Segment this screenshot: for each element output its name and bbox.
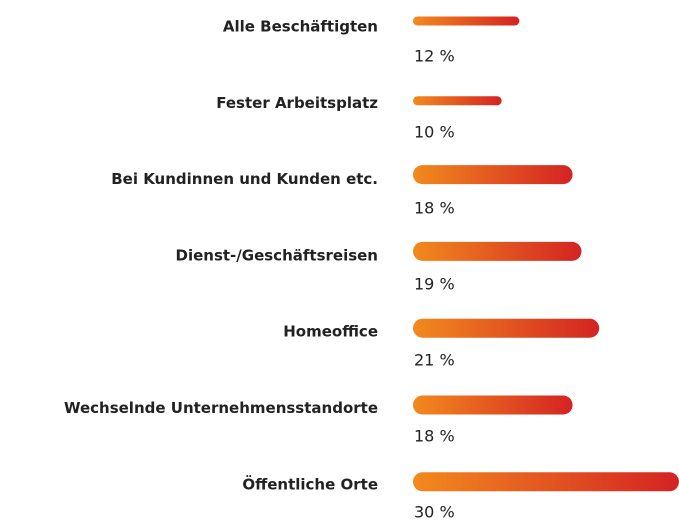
value-label: 19 %: [414, 275, 455, 294]
category-label: Fester Arbeitsplatz: [216, 94, 378, 112]
bar: [413, 165, 573, 185]
category-label: Öffentliche Orte: [242, 474, 378, 493]
category-label: Homeoffice: [283, 323, 378, 341]
bar: [413, 96, 502, 106]
bar: [413, 16, 520, 26]
category-label: Alle Beschäftigten: [223, 18, 378, 36]
category-label: Bei Kundinnen und Kunden etc.: [111, 170, 378, 188]
value-label: 10 %: [414, 123, 455, 142]
bar: [413, 472, 679, 492]
bar: [413, 241, 582, 261]
value-label: 21 %: [414, 351, 455, 370]
value-label: 12 %: [414, 47, 455, 66]
category-label: Wechselnde Unternehmensstandorte: [64, 399, 378, 417]
category-label: Dienst-/Geschäftsreisen: [176, 246, 378, 264]
bar: [413, 318, 600, 338]
bar: [413, 395, 573, 415]
value-label: 18 %: [414, 427, 455, 446]
value-label: 18 %: [414, 199, 455, 218]
value-label: 30 %: [414, 503, 455, 522]
